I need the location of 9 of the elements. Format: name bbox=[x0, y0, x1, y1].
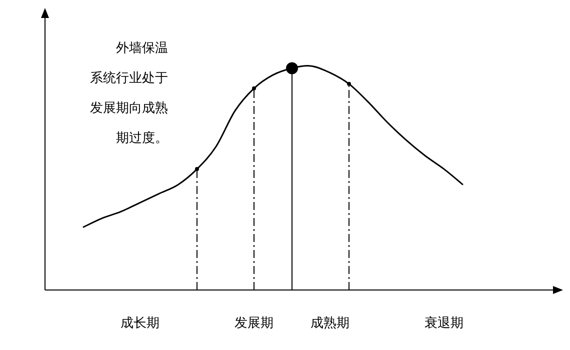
annotation: 外墙保温系统行业处于发展期向成熟期过度。 bbox=[90, 41, 168, 146]
point bbox=[286, 62, 298, 74]
x-tick-label: 衰退期 bbox=[424, 315, 464, 331]
x-tick-label: 成长期 bbox=[120, 316, 160, 331]
point bbox=[195, 167, 199, 172]
point bbox=[347, 82, 351, 86]
x-tick-label: 成熟期 bbox=[310, 316, 350, 331]
x-tick-label: 发展期 bbox=[234, 316, 274, 331]
point bbox=[252, 86, 256, 90]
